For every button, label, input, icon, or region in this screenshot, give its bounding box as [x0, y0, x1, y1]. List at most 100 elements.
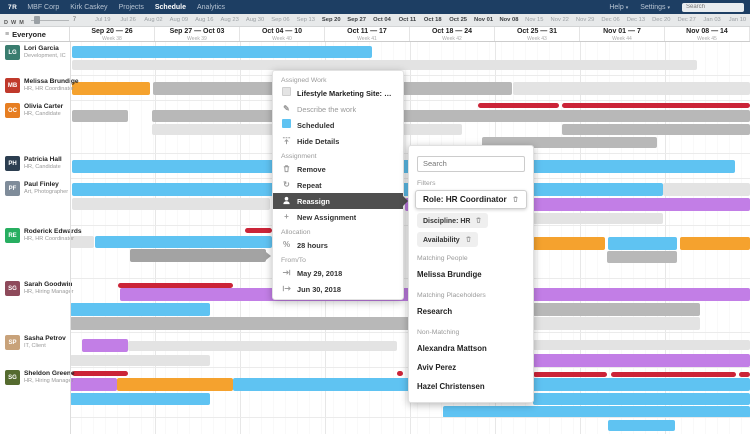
menu-item-remove[interactable]: Remove	[273, 161, 403, 177]
menu-item-hide-details[interactable]: Hide Details	[273, 133, 403, 149]
slider-handle[interactable]	[33, 16, 40, 24]
assignment-bar-lightgray[interactable]	[72, 60, 697, 70]
assignment-bar-lightgray[interactable]	[533, 213, 663, 224]
nav-item-kirk-caskey[interactable]: Kirk Caskey	[70, 3, 108, 11]
week-number-label: Week 40	[272, 36, 292, 42]
menu-item-may-29-2018[interactable]: May 29, 2018	[273, 265, 403, 281]
everyone-button[interactable]: ≡ Everyone	[0, 27, 70, 41]
reassign-option-research[interactable]: Research	[417, 306, 453, 316]
assignment-bar-lightgray[interactable]	[663, 183, 750, 196]
assignment-bar-red[interactable]	[533, 372, 607, 377]
assignment-bar-blue[interactable]	[95, 236, 272, 248]
assignment-bar-gray[interactable]	[562, 124, 750, 135]
assignment-bar-red[interactable]	[562, 103, 750, 108]
nav-item-schedule[interactable]: Schedule	[154, 3, 186, 11]
trash-icon[interactable]	[470, 217, 482, 225]
assignment-bar-purple[interactable]	[533, 354, 750, 367]
assignment-bar-gray[interactable]	[482, 137, 657, 148]
reassign-search-input[interactable]	[417, 155, 525, 172]
zoom-mode-m[interactable]: M	[19, 20, 24, 26]
menu-item-reassign[interactable]: Reassign	[273, 193, 408, 209]
assignment-bar-blue[interactable]	[72, 46, 372, 58]
assignment-bar-red[interactable]	[245, 228, 272, 233]
assignment-bar-purple[interactable]	[82, 339, 128, 352]
assignment-bar-red[interactable]	[72, 371, 128, 376]
assignment-bar-lightgray[interactable]	[513, 82, 750, 95]
assignment-bar-blue[interactable]	[70, 393, 210, 405]
person-row-roderick-edwards[interactable]: RE Roderick Edwards HR, HR Coordinator	[0, 225, 82, 278]
assignment-bar-lightgray[interactable]	[72, 198, 270, 210]
menu-item-new-assignment[interactable]: + New Assignment	[273, 209, 403, 225]
assignment-bar-blue[interactable]	[608, 237, 677, 250]
assignment-bar-red[interactable]	[611, 372, 736, 377]
avatar: PH	[5, 156, 20, 171]
assignment-bar-gray[interactable]	[533, 303, 700, 316]
assignment-bar-lightgray[interactable]	[70, 236, 94, 248]
assignment-bar-blue[interactable]	[70, 303, 210, 316]
person-row-sheldon-greene[interactable]: SG Sheldon Greene HR, Hiring Manager	[0, 367, 75, 417]
assignment-bar-gray[interactable]	[607, 251, 677, 263]
person-row-patricia-hall[interactable]: PH Patricia Hall HR, Candidate	[0, 153, 70, 178]
menu-item-lifestyle-marketing-site-re[interactable]: Lifestyle Marketing Site: Re…	[273, 85, 403, 101]
assignment-bar-orange[interactable]	[117, 378, 233, 391]
help-menu[interactable]: Help ▾	[609, 3, 629, 11]
assignment-bar-lightgray[interactable]	[70, 355, 210, 366]
person-row-olivia-carter[interactable]: OC Olivia Carter HR, Candidate	[0, 100, 70, 153]
filter-chip-discipline-hr[interactable]: Discipline: HR	[417, 212, 489, 228]
zoom-slider[interactable]	[30, 16, 69, 24]
menu-item-describe-the-work[interactable]: ✎ Describe the work	[273, 101, 403, 117]
assignment-bar-red[interactable]	[478, 103, 559, 108]
week-cell-sep-27-oct-03[interactable]: Sep 27 — Oct 03 Week 39	[155, 27, 240, 42]
person-row-lori-garcia[interactable]: LG Lori Garcia Development, IC	[0, 42, 70, 75]
global-search-input[interactable]	[682, 2, 744, 12]
assignment-bar-red[interactable]	[397, 371, 403, 376]
assignment-bar-gray[interactable]	[72, 110, 128, 122]
nav-item-mbf-corp[interactable]: MBF Corp	[27, 3, 60, 11]
assignment-bar-selected[interactable]	[130, 249, 271, 262]
filter-chip-role-hr-coordinator[interactable]: Role: HR Coordinator	[415, 189, 527, 209]
week-cell-oct-25-31[interactable]: Oct 25 — 31 Week 43	[495, 27, 580, 42]
trash-icon[interactable]	[460, 236, 472, 244]
zoom-mode-w[interactable]: W	[10, 20, 17, 26]
nav-item-analytics[interactable]: Analytics	[196, 3, 225, 11]
menu-item-scheduled[interactable]: Scheduled	[273, 117, 403, 133]
week-cell-sep-20-26[interactable]: Sep 20 — 26 Week 38	[70, 27, 155, 42]
nav-item-projects[interactable]: Projects	[118, 3, 144, 11]
menu-item-28-hours[interactable]: % 28 hours	[273, 237, 403, 253]
reassign-option-aviv-perez[interactable]: Aviv Perez	[417, 362, 457, 372]
assignment-bar-red[interactable]	[739, 372, 750, 377]
week-cell-oct-18-24[interactable]: Oct 18 — 24 Week 42	[410, 27, 495, 42]
week-cell-oct-11-17[interactable]: Oct 11 — 17 Week 41	[325, 27, 410, 42]
assignment-bar-blue[interactable]	[608, 420, 675, 431]
assignment-bar-orange[interactable]	[533, 237, 605, 250]
assignment-bar-orange[interactable]	[680, 237, 750, 250]
zoom-mode-d[interactable]: D	[4, 20, 8, 26]
settings-menu[interactable]: Settings ▾	[640, 3, 670, 11]
week-cell-nov-01-7[interactable]: Nov 01 — 7 Week 44	[580, 27, 665, 42]
square-gray-icon	[281, 87, 292, 99]
week-cell-oct-04-10[interactable]: Oct 04 — 10 Week 40	[240, 27, 325, 42]
reassign-option-melissa-brundige[interactable]: Melissa Brundige	[417, 269, 482, 279]
reassign-option-hazel-christensen[interactable]: Hazel Christensen	[417, 381, 485, 391]
trash-icon[interactable]	[507, 195, 519, 204]
week-cell-nov-08-14[interactable]: Nov 08 — 14 Week 45	[665, 27, 750, 42]
reassign-option-alexandra-mattson[interactable]: Alexandra Mattson	[417, 343, 487, 353]
assignment-bar-purple[interactable]	[70, 378, 117, 391]
assignment-bar-gray[interactable]	[70, 317, 410, 330]
app-logo-icon[interactable]: 7R	[8, 3, 18, 11]
assignment-bar-blue[interactable]	[533, 393, 750, 405]
assignment-bar-orange[interactable]	[72, 82, 150, 95]
filter-chip-availability[interactable]: Availability	[417, 231, 478, 247]
assignment-bar-blue[interactable]	[443, 406, 750, 418]
assignment-bar-lightgray[interactable]	[533, 340, 750, 350]
assignment-bar-gray[interactable]	[152, 110, 750, 122]
person-row-melissa-brundige[interactable]: MB Melissa Brundige HR, HR Coordinator	[0, 75, 79, 100]
assignment-bar-lightgray[interactable]	[533, 317, 700, 330]
assignment-bar-red[interactable]	[118, 283, 233, 288]
person-row-paul-finley[interactable]: PF Paul Finley Art, Photographer	[0, 178, 70, 225]
assignment-bar-lightgray[interactable]	[128, 341, 397, 351]
menu-item-jun-30-2018[interactable]: Jun 30, 2018	[273, 281, 403, 297]
person-row-sarah-goodwin[interactable]: SG Sarah Goodwin HR, Hiring Manager	[0, 278, 73, 332]
person-row-sasha-petrov[interactable]: SP Sasha Petrov IT, Client	[0, 332, 70, 367]
menu-item-repeat[interactable]: ↻ Repeat	[273, 177, 403, 193]
